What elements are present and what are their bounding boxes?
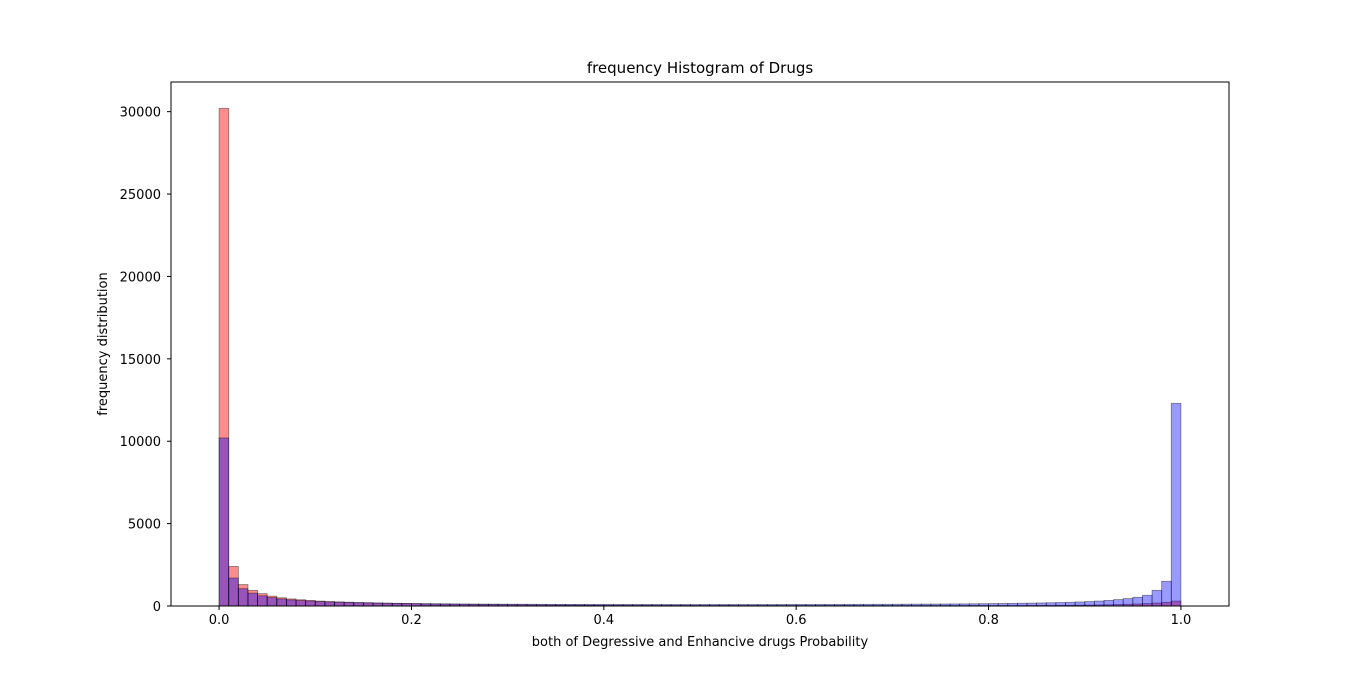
- histogram-bar-series-2: [343, 602, 355, 607]
- y-tick-label: 20000: [120, 270, 161, 285]
- y-axis-label: frequency distribution: [96, 272, 111, 415]
- x-tick-label: 0.4: [593, 613, 614, 628]
- histogram-bar-series-2: [266, 597, 278, 607]
- y-tick-label: 30000: [120, 106, 161, 121]
- histogram-bar-series-2: [1074, 601, 1086, 607]
- histogram-bar-series-2: [1132, 596, 1143, 607]
- x-axis-label: both of Degressive and Enhancive drugs P…: [532, 635, 869, 650]
- x-tick-label: 0.6: [786, 613, 807, 628]
- histogram-bar-series-2: [247, 592, 258, 607]
- chart-title: frequency Histogram of Drugs: [587, 59, 814, 77]
- histogram-bar-series-2: [1113, 599, 1124, 607]
- histogram-bar-series-2: [1103, 600, 1114, 607]
- x-tick-label: 1.0: [1171, 613, 1192, 628]
- y-axis: 0 5000 10000 15000 20000 25000 30000: [120, 106, 171, 615]
- histogram-bar-series-2: [276, 598, 287, 607]
- histogram-bar-series-2: [1084, 601, 1095, 607]
- plot-frame: [170, 81, 1230, 607]
- x-tick-label: 0.0: [209, 613, 230, 628]
- histogram-bar-series-2: [1142, 594, 1153, 607]
- y-tick-label: 15000: [120, 353, 161, 368]
- histogram-bar-series-2: [314, 601, 326, 607]
- histogram-bar-series-2: [305, 600, 316, 607]
- histogram-bar-series-2: [1151, 589, 1163, 607]
- histogram-bar-series-2: [295, 600, 307, 607]
- x-tick-label: 0.8: [978, 613, 999, 628]
- x-tick-label: 0.2: [401, 613, 422, 628]
- histogram-bar-series-2: [218, 437, 230, 607]
- histogram-bar-series-2: [334, 601, 345, 607]
- histogram-bar-series-2: [228, 577, 239, 607]
- x-axis: 0.0 0.2 0.4 0.6 0.8 1.0: [209, 606, 1192, 628]
- plot-bars: [218, 107, 1182, 607]
- histogram-bar-series-2: [286, 599, 297, 607]
- histogram-bar-series-2: [1093, 600, 1105, 607]
- histogram-bar-series-2: [257, 595, 268, 607]
- histogram-bar-series-2: [1065, 601, 1076, 607]
- y-tick-label: 10000: [120, 435, 161, 450]
- histogram-bar-series-2: [1055, 602, 1066, 607]
- histogram-bar-series-2: [1170, 402, 1182, 607]
- y-tick-label: 5000: [128, 518, 161, 533]
- y-tick-label: 25000: [120, 188, 161, 203]
- histogram-bar-series-2: [1161, 580, 1172, 607]
- histogram-bar-series-2: [1122, 598, 1134, 607]
- histogram-bar-series-2: [324, 601, 335, 607]
- histogram-bar-series-2: [237, 588, 249, 607]
- y-tick-label: 0: [153, 600, 161, 615]
